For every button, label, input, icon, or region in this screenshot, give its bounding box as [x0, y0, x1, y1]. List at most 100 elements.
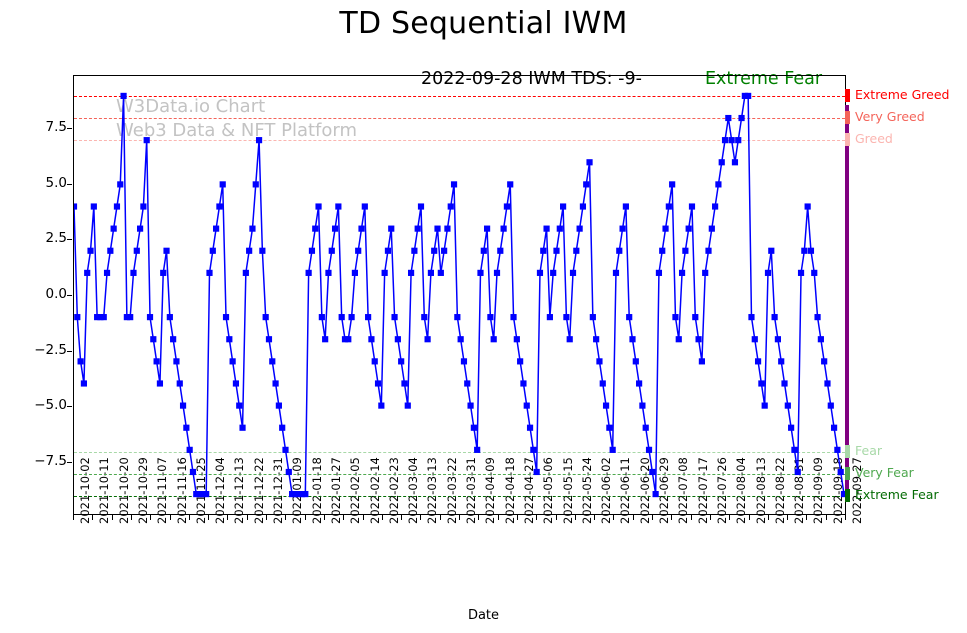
tds-data-point [358, 225, 365, 232]
tds-data-point [662, 225, 669, 232]
x-tick-mark [401, 515, 403, 520]
y-tick-label: 5.0 [45, 174, 67, 191]
y-tick-label: 2.5 [45, 230, 67, 247]
tds-data-point [315, 203, 322, 210]
tds-data-point [117, 181, 124, 188]
tds-data-point [123, 314, 130, 321]
x-tick-mark [555, 515, 557, 520]
y-tick-mark [67, 128, 72, 130]
tds-data-point [629, 336, 636, 343]
tds-data-point [252, 181, 259, 188]
tds-data-point [305, 269, 312, 276]
tds-data-point [209, 247, 216, 254]
tds-data-point [728, 137, 735, 144]
tds-data-point [150, 336, 157, 343]
y-tick-label: −7.5 [34, 452, 67, 469]
tds-data-point [718, 159, 725, 166]
tds-data-point [569, 269, 577, 276]
tds-data-point [295, 491, 302, 498]
tds-data-point [292, 491, 299, 498]
tds-data-point [817, 336, 824, 343]
threshold-label-very-greed: Very Greed [855, 109, 925, 125]
x-tick-mark [169, 515, 171, 520]
tds-data-point [328, 247, 335, 254]
tds-data-point [246, 247, 253, 254]
plot-clip: W3Data.io Chart Web3 Data & NFT Platform [74, 76, 845, 514]
tds-data-point [682, 247, 689, 254]
x-tick-mark [208, 515, 210, 520]
tds-data-point [636, 380, 643, 387]
tds-data-point [745, 92, 752, 99]
tds-data-point [146, 314, 154, 321]
tds-data-point [331, 225, 339, 232]
tds-data-point [170, 336, 177, 343]
tds-data-point [259, 247, 266, 254]
tds-data-point [708, 225, 715, 232]
tds-data-point [113, 203, 121, 210]
tds-data-point [642, 424, 649, 431]
x-tick-mark [671, 515, 673, 520]
tds-data-point [127, 314, 134, 321]
threshold-line-greed [74, 140, 845, 142]
tds-data-point [695, 336, 702, 343]
tds-data-point [388, 225, 395, 232]
tds-data-point [378, 402, 385, 409]
tds-data-point [503, 203, 511, 210]
tds-data-point [90, 203, 97, 210]
tds-data-point [163, 247, 170, 254]
x-tick-mark [497, 515, 499, 520]
x-tick-mark [536, 515, 538, 520]
tds-data-point [483, 225, 491, 232]
x-tick-mark [73, 515, 74, 520]
tds-data-point [262, 314, 269, 321]
x-tick-mark [246, 515, 248, 520]
tds-data-point [156, 380, 164, 387]
annotation-state: Extreme Fear [705, 69, 823, 89]
tds-data-point [345, 336, 352, 343]
tds-data-point [550, 269, 557, 276]
x-tick-mark [767, 515, 769, 520]
y-tick-mark [67, 239, 72, 241]
threshold-label-extreme-fear: Extreme Fear [855, 487, 939, 502]
threshold-line-fear [74, 451, 845, 453]
tds-data-point [285, 468, 292, 476]
x-tick-mark [439, 515, 441, 520]
tds-data-point [381, 269, 388, 276]
tds-data-point [325, 269, 332, 276]
tds-data-point [523, 402, 530, 409]
tds-data-point [348, 314, 355, 321]
tds-data-point [490, 336, 497, 343]
tds-data-point [788, 424, 795, 431]
tds-data-point [599, 380, 606, 387]
tds-data-point [715, 181, 722, 188]
tds-data-point [560, 203, 567, 210]
tds-data-point [754, 358, 762, 365]
tds-data-point [103, 269, 111, 276]
tds-data-point [308, 247, 316, 254]
x-tick-mark [130, 515, 132, 520]
tds-data-point [368, 336, 375, 343]
threshold-label-extreme-greed: Extreme Greed [855, 87, 950, 102]
tds-data-point [731, 159, 739, 166]
tds-data-point [404, 402, 411, 409]
tds-data-point [275, 402, 282, 409]
x-tick-mark [266, 515, 267, 520]
tds-data-point [530, 446, 537, 453]
tds-data-point [771, 314, 778, 321]
tds-data-point [160, 269, 167, 276]
tds-data-point [774, 336, 781, 343]
tds-data-point [705, 247, 712, 254]
x-tick-mark [845, 515, 846, 520]
tds-data-point [351, 269, 358, 276]
tds-data-point [741, 92, 748, 99]
tds-data-point [589, 314, 596, 321]
y-tick-mark [67, 183, 72, 185]
x-tick-mark [594, 515, 596, 520]
tds-data-point [609, 446, 616, 453]
tds-data-point [196, 491, 203, 498]
tds-data-point [626, 314, 633, 321]
tds-data-point [421, 314, 428, 321]
tds-data-point [692, 314, 699, 321]
tds-data-point [199, 491, 206, 498]
tds-data-point [179, 402, 187, 409]
